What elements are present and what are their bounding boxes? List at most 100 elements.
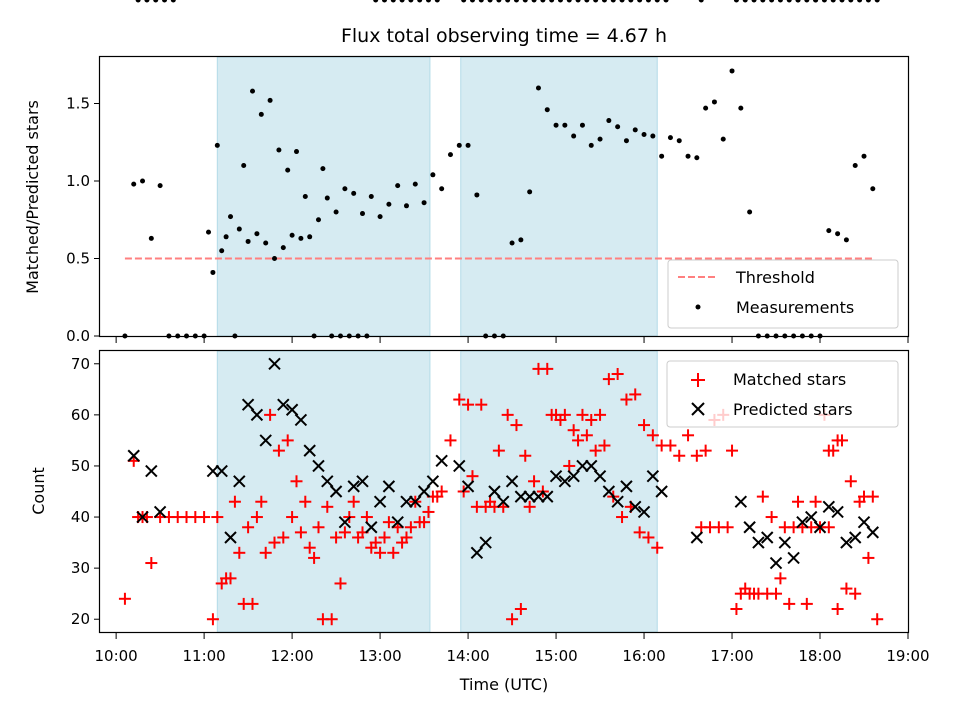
x-diag-b	[787, 551, 800, 565]
predicted-star-point	[435, 454, 448, 468]
x-diag-b	[435, 454, 448, 468]
matched-star-point	[646, 429, 659, 442]
measurement-point	[641, 132, 647, 137]
measurement-point	[162, 0, 168, 3]
measurement-point	[469, 0, 475, 3]
measurement-point	[566, 0, 572, 3]
measurement-point	[535, 85, 541, 91]
top-y-axis-label: Matched/Predicted stars	[23, 100, 42, 294]
matched-star-point	[277, 531, 290, 544]
measurement-point	[870, 186, 876, 192]
matched-star-point	[651, 541, 664, 554]
predicted-star-point	[312, 459, 325, 473]
predicted-star-point	[778, 536, 792, 549]
measurement-point	[434, 0, 440, 3]
matched-star-point	[250, 511, 263, 524]
matched-star-point	[453, 393, 466, 406]
measurement-point	[320, 166, 326, 172]
measurement-point	[557, 0, 563, 3]
x-diag-b	[541, 490, 554, 503]
measurement-point	[399, 0, 405, 3]
x-diag-b	[840, 536, 853, 549]
x-diag-b	[497, 495, 510, 508]
x-tick-label: 12:00	[270, 647, 313, 665]
x-diag-b	[514, 490, 528, 503]
measurement-point	[377, 214, 383, 220]
predicted-star-point	[409, 495, 422, 508]
x-diag-b	[611, 495, 624, 508]
bottom-panel: 20 30 40 50 60 70 10:00 11:00 12:00 13:00 14:00 15…	[29, 349, 930, 694]
measurement-point	[245, 238, 251, 244]
predicted-star-point	[549, 469, 563, 483]
matched-star-point	[268, 536, 281, 549]
measurement-point	[333, 209, 339, 215]
x-diag-b	[778, 536, 792, 549]
predicted-star-point	[813, 521, 827, 534]
top-panel: 0.0 0.5 1.0 1.5 Matched/Predicted stars Thr…	[23, 0, 910, 345]
predicted-star-point	[761, 531, 774, 544]
measurement-point	[826, 228, 832, 234]
measurement-point	[742, 0, 748, 3]
predicted-star-point	[822, 500, 836, 514]
matched-star-point	[554, 413, 567, 426]
matched-star-point	[506, 613, 519, 626]
predicted-star-point	[523, 490, 536, 503]
matched-star-point	[589, 444, 602, 457]
chart-title: Flux total observing time = 4.67 h	[341, 25, 667, 47]
x-tick-label: 11:00	[182, 647, 225, 665]
x-diag-b	[743, 521, 756, 534]
x-diag-b	[145, 464, 158, 478]
bottom-plot-frame	[98, 349, 910, 634]
predicted-star-point	[224, 531, 237, 544]
predicted-star-point	[127, 449, 140, 462]
x-diag-b	[690, 531, 704, 544]
x-tick-label: 16:00	[622, 647, 665, 665]
top-x-ticks	[115, 337, 909, 343]
matched-star-point	[286, 511, 299, 524]
matched-star-point	[396, 536, 409, 549]
measurement-point	[461, 0, 467, 3]
bottom-y-axis-label: Count	[29, 467, 48, 515]
predicted-star-point	[805, 510, 818, 524]
predicted-star-point	[558, 475, 572, 488]
predicted-star-point	[268, 357, 281, 370]
x-diag-b	[857, 515, 871, 529]
predicted-star-point	[541, 490, 554, 503]
measurement-point	[777, 0, 783, 3]
predicted-star-point	[356, 475, 369, 488]
measurement-point	[254, 231, 260, 237]
matched-star-point	[792, 495, 805, 508]
x-tick-label: 19:00	[886, 647, 929, 665]
measurement-point	[509, 240, 515, 246]
x-axis-label: Time (UTC)	[459, 675, 548, 694]
x-diag-b	[417, 485, 431, 498]
matched-star-point	[255, 495, 268, 508]
matched-star-point	[598, 439, 611, 452]
x-diag-b	[585, 459, 598, 473]
measurement-point	[276, 147, 282, 153]
top-shaded-intervals	[216, 56, 658, 337]
matched-star-point	[198, 511, 211, 524]
predicted-star-point	[215, 464, 228, 478]
predicted-star-point	[629, 500, 642, 514]
measurement-point	[430, 172, 436, 178]
measurement-point	[417, 0, 423, 3]
measurement-point	[408, 0, 414, 3]
x-tick-label: 18:00	[798, 647, 841, 665]
matched-star-point	[822, 444, 835, 457]
predicted-star-point	[787, 551, 800, 565]
x-diag-b	[268, 357, 281, 370]
measurement-point	[703, 105, 709, 111]
matched-star-point	[462, 398, 475, 411]
y-tick-label: 1.5	[66, 95, 90, 113]
measurement-point	[795, 0, 801, 3]
measurement-point	[623, 138, 629, 144]
matched-star-point	[770, 587, 783, 600]
threshold-legend-label: Threshold	[735, 268, 815, 287]
measurement-point	[153, 0, 159, 3]
matched-star-point	[748, 587, 761, 600]
x-diag-b	[470, 546, 484, 560]
predicted-star-point	[277, 398, 290, 411]
matched-star-point	[321, 500, 334, 513]
matched-star-point	[211, 511, 224, 524]
